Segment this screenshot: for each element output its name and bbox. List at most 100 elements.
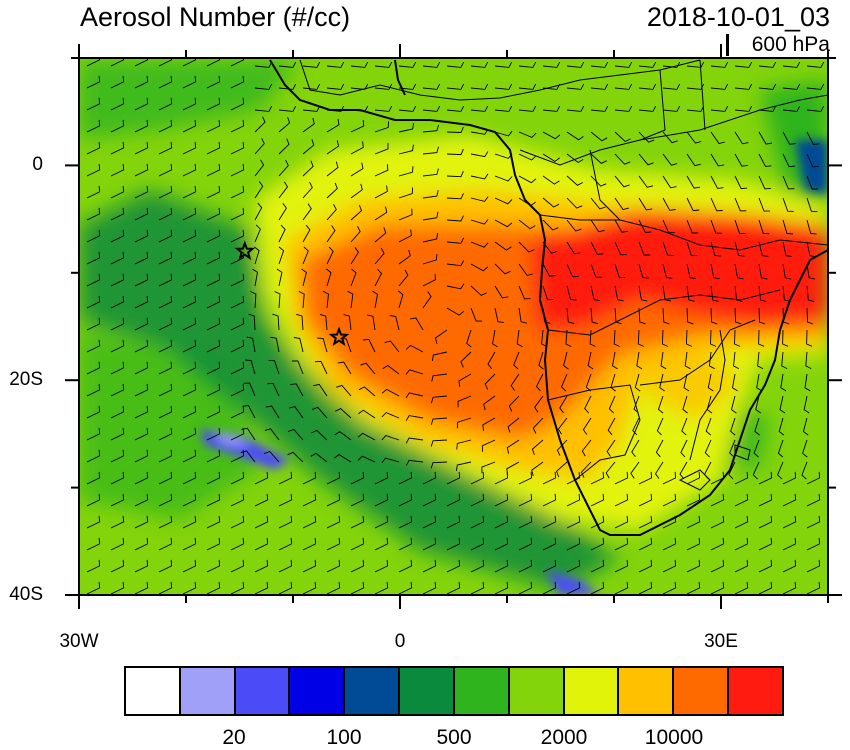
- wind-barb: [182, 141, 197, 155]
- wind-barb: [470, 105, 489, 112]
- wind-barb: [686, 219, 699, 234]
- wind-barb: [336, 384, 352, 397]
- wind-barb: [110, 119, 125, 133]
- wind-barb: [782, 471, 797, 485]
- wind-barb: [782, 219, 793, 235]
- wind-barb: [566, 263, 579, 278]
- wind-barb: [326, 581, 341, 595]
- wind-barb: [710, 307, 718, 325]
- wind-barb: [302, 105, 321, 112]
- wind-barb: [516, 329, 523, 348]
- wind-barb: [241, 427, 256, 441]
- wind-barb: [542, 493, 557, 507]
- wind-barb: [206, 537, 221, 551]
- longitude-label: 30W: [59, 631, 99, 652]
- wind-barb: [337, 361, 352, 375]
- wind-barb: [158, 251, 173, 265]
- wind-barb: [686, 175, 701, 189]
- wind-barb: [158, 405, 173, 419]
- wind-barb: [264, 428, 280, 441]
- wind-barb: [605, 461, 616, 479]
- colorbar-box: [454, 668, 510, 714]
- wind-barb: [381, 457, 400, 464]
- wind-barb: [614, 515, 629, 529]
- wind-barb: [782, 241, 793, 257]
- wind-barb: [430, 417, 448, 425]
- wind-barb: [134, 449, 149, 463]
- wind-barb: [531, 461, 544, 477]
- wind-barb: [422, 559, 437, 573]
- wind-barb: [755, 395, 761, 414]
- wind-barb: [803, 395, 810, 414]
- wind-barb: [158, 339, 173, 353]
- wind-barb: [483, 395, 496, 411]
- wind-barb: [230, 251, 245, 265]
- wind-barb: [728, 461, 736, 480]
- wind-barb: [302, 139, 315, 155]
- wind-barb: [230, 427, 245, 441]
- wind-barb: [806, 537, 821, 551]
- wind-barb: [661, 329, 669, 347]
- wind-barb: [734, 175, 748, 190]
- wind-barb: [752, 461, 760, 480]
- wind-barb: [481, 439, 496, 452]
- wind-barb: [158, 581, 173, 595]
- wind-barb: [535, 373, 544, 392]
- wind-barb: [278, 537, 293, 551]
- wind-barb: [487, 351, 496, 370]
- wind-barb: [806, 329, 813, 347]
- wind-barb: [374, 581, 389, 595]
- wind-barb: [590, 105, 609, 112]
- wind-barb: [134, 537, 149, 551]
- wind-barb: [182, 273, 197, 287]
- wind-barb: [606, 439, 616, 457]
- wind-barb: [326, 61, 345, 68]
- wind-barb: [507, 417, 520, 433]
- wind-barb: [182, 449, 197, 463]
- wind-barb: [182, 339, 197, 353]
- wind-barb: [614, 537, 629, 551]
- wind-barb: [326, 559, 341, 573]
- wind-barb: [446, 515, 461, 529]
- wind-barb: [110, 75, 125, 89]
- wind-barb: [248, 313, 256, 331]
- wind-barb: [542, 131, 561, 140]
- wind-barb: [446, 148, 464, 156]
- wind-barb: [614, 105, 633, 112]
- wind-barb: [638, 241, 651, 256]
- wind-barb: [182, 229, 197, 243]
- wind-barb: [350, 559, 365, 573]
- wind-barb: [86, 119, 101, 133]
- level-tick-mark: [726, 34, 729, 56]
- wind-barb: [590, 307, 599, 325]
- wind-barb: [470, 493, 485, 507]
- wind-barb: [466, 329, 472, 348]
- wind-barb: [638, 83, 657, 90]
- wind-barb: [686, 307, 694, 325]
- wind-barb: [686, 241, 698, 257]
- wind-barb: [374, 61, 393, 68]
- wind-barb: [494, 105, 513, 112]
- wind-barb: [110, 185, 125, 199]
- wind-barb: [266, 382, 280, 397]
- wind-barb: [614, 581, 629, 595]
- wind-barb: [612, 351, 618, 370]
- wind-barb: [430, 395, 448, 404]
- wind-barb: [662, 105, 681, 112]
- wind-barb: [758, 153, 772, 167]
- wind-barb: [182, 427, 197, 441]
- wind-barb: [566, 471, 581, 485]
- wind-barb: [566, 515, 581, 529]
- wind-barb: [182, 471, 197, 485]
- wind-barb: [134, 383, 149, 397]
- wind-barb: [381, 434, 400, 441]
- wind-barb: [182, 185, 197, 199]
- wind-barb: [470, 196, 489, 202]
- wind-barb: [398, 269, 409, 287]
- wind-barb: [806, 515, 821, 529]
- wind-barb: [518, 131, 537, 138]
- wind-barb: [86, 405, 101, 419]
- wind-barb: [782, 61, 801, 68]
- wind-barb: [542, 105, 561, 112]
- wind-barb: [470, 537, 485, 551]
